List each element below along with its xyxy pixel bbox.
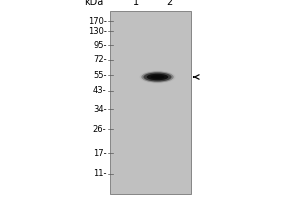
Text: 95-: 95-: [93, 40, 106, 49]
Text: 26-: 26-: [93, 124, 106, 134]
Text: kDa: kDa: [84, 0, 104, 7]
Text: 34-: 34-: [93, 104, 106, 114]
Ellipse shape: [147, 74, 168, 80]
Bar: [110, 11, 190, 194]
Text: 55-: 55-: [93, 71, 106, 79]
Text: 72-: 72-: [93, 55, 106, 64]
Text: 170-: 170-: [88, 17, 106, 25]
Text: 130-: 130-: [88, 26, 106, 36]
Ellipse shape: [151, 75, 164, 79]
Ellipse shape: [141, 71, 174, 83]
Text: 17-: 17-: [93, 148, 106, 158]
Text: 1: 1: [134, 0, 140, 7]
Ellipse shape: [140, 71, 175, 84]
Text: 43-: 43-: [93, 86, 106, 95]
Ellipse shape: [143, 72, 172, 82]
Text: 11-: 11-: [93, 170, 106, 178]
Text: 2: 2: [167, 0, 172, 7]
